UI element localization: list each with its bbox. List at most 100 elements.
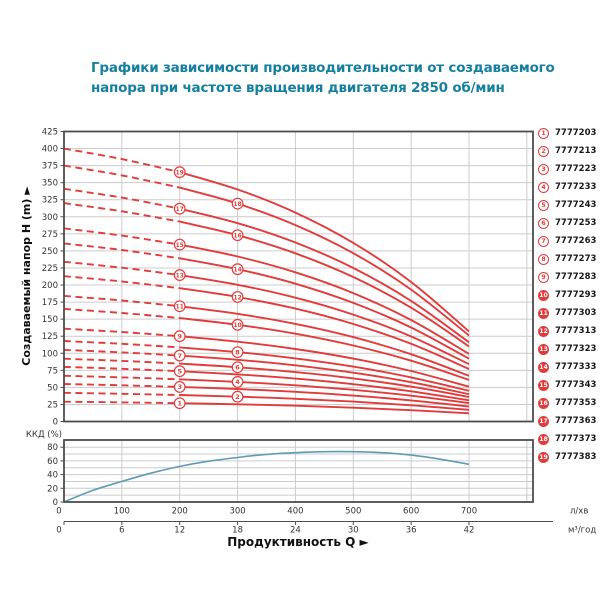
chart-title-line1: Графики зависимости производительности о… bbox=[91, 60, 555, 76]
pump-curve-dashed-7777343 bbox=[63, 227, 180, 246]
curve-marker-number: 5 bbox=[177, 368, 182, 376]
curve-marker-17 bbox=[173, 202, 186, 215]
legend-item-6: 6 7777253 bbox=[538, 217, 596, 229]
h-tick-label: 275 bbox=[42, 230, 58, 240]
legend-product-code: 7777253 bbox=[555, 218, 597, 228]
legend-product-code: 7777323 bbox=[555, 344, 597, 354]
legend-item-7: 7 7777263 bbox=[538, 235, 596, 247]
pump-curve-7777203 bbox=[179, 402, 470, 415]
curve-marker-2 bbox=[231, 390, 244, 403]
curve-marker-number: 8 bbox=[235, 348, 240, 356]
legend-curve-number-badge: 13 bbox=[538, 343, 549, 355]
curve-marker-number: 9 bbox=[177, 333, 182, 341]
curve-marker-4 bbox=[231, 376, 244, 388]
legend-curve-number-badge: 19 bbox=[538, 451, 549, 463]
h-tick-label: 400 bbox=[42, 145, 58, 155]
legend-product-code: 7777343 bbox=[555, 380, 597, 390]
q-lmin-tick-label: 500 bbox=[345, 507, 361, 517]
curve-marker-number: 10 bbox=[234, 323, 242, 329]
eff-tick-label: 40 bbox=[47, 471, 58, 481]
curve-marker-number: 11 bbox=[176, 305, 184, 311]
h-tick-label: 25 bbox=[47, 400, 58, 410]
q-m3h-tick-label: 18 bbox=[232, 526, 243, 536]
h-tick-label: 175 bbox=[42, 298, 58, 308]
chart-title: Графики зависимости производительности о… bbox=[91, 59, 561, 98]
curve-marker-1 bbox=[173, 397, 186, 410]
h-tick-label: 375 bbox=[42, 162, 58, 172]
legend-item-13: 13 7777323 bbox=[538, 343, 596, 355]
q-m3h-tick-label: 30 bbox=[348, 526, 359, 536]
legend-product-code: 7777333 bbox=[555, 362, 597, 372]
legend-curve-number-badge: 15 bbox=[538, 379, 549, 391]
legend-product-code: 7777363 bbox=[555, 416, 597, 426]
curve-marker-number: 18 bbox=[234, 202, 242, 208]
curve-marker-9 bbox=[173, 330, 186, 343]
legend-product-code: 7777373 bbox=[555, 434, 597, 444]
curve-marker-19 bbox=[173, 166, 186, 179]
legend-item-17: 17 7777363 bbox=[538, 415, 596, 427]
legend-curve-number-badge: 7 bbox=[538, 235, 549, 247]
legend-product-code: 7777383 bbox=[555, 452, 597, 462]
eff-tick-label: 80 bbox=[47, 443, 58, 453]
y-axis-label: Создаваемый напор H (m) ► bbox=[20, 186, 33, 366]
curve-marker-5 bbox=[173, 365, 186, 378]
legend-item-5: 5 7777243 bbox=[538, 199, 596, 211]
curve-marker-number: 6 bbox=[235, 364, 240, 372]
q-m3h-tick-label: 0 bbox=[56, 526, 61, 536]
q-lmin-tick-label: 700 bbox=[461, 507, 477, 517]
curve-marker-14 bbox=[231, 263, 244, 276]
pump-curve-7777243 bbox=[179, 370, 470, 402]
pump-curve-7777323 bbox=[179, 274, 470, 366]
chart-title-line2: напора при частоте вращения двигателя 28… bbox=[91, 79, 505, 96]
q-lmin-tick-label: 400 bbox=[287, 507, 303, 517]
h-tick-label: 350 bbox=[42, 179, 58, 189]
legend-curve-number-badge: 8 bbox=[538, 253, 549, 265]
pump-curve-7777223 bbox=[179, 385, 470, 408]
pump-curve-7777343 bbox=[179, 243, 470, 355]
legend-curve-number-badge: 5 bbox=[538, 199, 549, 211]
legend-item-9: 9 7777283 bbox=[538, 271, 596, 283]
h-tick-label: 225 bbox=[42, 264, 58, 274]
curve-marker-3 bbox=[173, 381, 186, 393]
pump-curve-dashed-7777383 bbox=[63, 147, 180, 174]
legend-item-3: 3 7777223 bbox=[538, 163, 596, 175]
legend-curve-number-badge: 10 bbox=[538, 289, 549, 301]
legend-item-19: 19 7777383 bbox=[538, 451, 596, 463]
legend-curve-number-badge: 18 bbox=[538, 433, 549, 445]
legend-product-code: 7777233 bbox=[555, 182, 597, 192]
curve-marker-16 bbox=[231, 229, 244, 242]
curve-marker-number: 14 bbox=[234, 267, 242, 273]
legend-product-code: 7777283 bbox=[555, 272, 597, 282]
q-m3h-tick-label: 36 bbox=[406, 526, 417, 536]
eff-tick-label: 0 bbox=[53, 498, 58, 508]
legend-product-code: 7777353 bbox=[555, 398, 597, 408]
h-tick-label: 150 bbox=[42, 315, 58, 325]
pump-curve-7777383 bbox=[179, 171, 470, 333]
curve-marker-number: 7 bbox=[177, 352, 182, 360]
legend-item-8: 8 7777273 bbox=[538, 253, 596, 265]
pump-curve-dashed-7777223 bbox=[63, 383, 180, 388]
h-tick-label: 125 bbox=[42, 332, 58, 342]
curve-marker-12 bbox=[231, 291, 244, 303]
pump-curve-dashed-7777283 bbox=[63, 327, 180, 338]
efficiency-plot-border bbox=[63, 439, 534, 503]
curve-marker-number: 1 bbox=[177, 400, 182, 408]
q-lmin-tick-label: 200 bbox=[172, 507, 188, 517]
legend-item-1: 1 7777203 bbox=[538, 127, 596, 139]
legend-product-code: 7777293 bbox=[555, 290, 597, 300]
curve-marker-11 bbox=[173, 300, 186, 313]
pump-curve-dashed-7777313 bbox=[63, 275, 180, 290]
efficiency-axis-label: ККД (%) bbox=[26, 430, 62, 440]
legend-curve-number-badge: 6 bbox=[538, 217, 549, 229]
curve-marker-number: 3 bbox=[177, 383, 182, 391]
q-m3h-tick-label: 42 bbox=[464, 526, 475, 536]
pump-curve-dashed-7777203 bbox=[63, 400, 180, 405]
h-tick-label: 50 bbox=[47, 383, 58, 393]
curve-marker-7 bbox=[173, 349, 186, 362]
legend-curve-number-badge: 3 bbox=[538, 163, 549, 175]
pump-curve-dashed-7777333 bbox=[63, 242, 180, 260]
legend-product-code: 7777203 bbox=[555, 128, 597, 138]
eff-tick-label: 20 bbox=[47, 484, 58, 494]
